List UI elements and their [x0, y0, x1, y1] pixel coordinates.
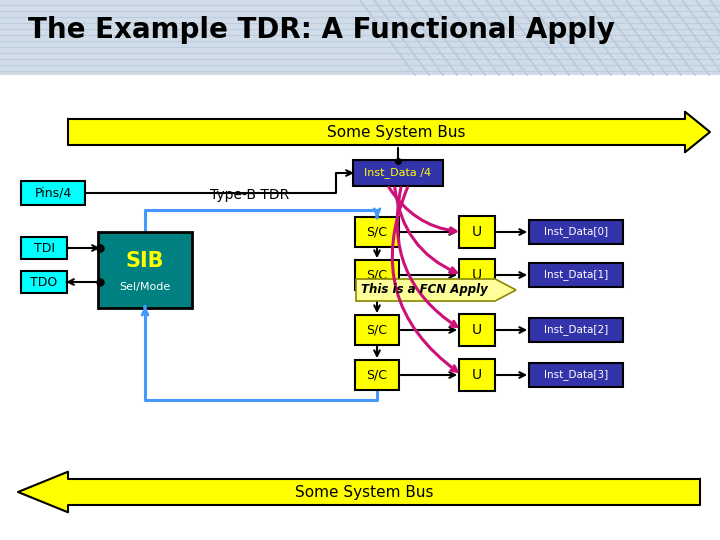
FancyBboxPatch shape — [0, 0, 720, 75]
Text: S/C: S/C — [366, 226, 387, 239]
FancyBboxPatch shape — [21, 237, 67, 259]
Text: U: U — [472, 368, 482, 382]
FancyBboxPatch shape — [21, 181, 85, 205]
Text: Some System Bus: Some System Bus — [294, 484, 433, 500]
FancyBboxPatch shape — [355, 315, 399, 345]
Polygon shape — [356, 279, 516, 301]
Text: S/C: S/C — [366, 268, 387, 281]
FancyBboxPatch shape — [529, 363, 623, 387]
FancyBboxPatch shape — [529, 318, 623, 342]
Text: Inst_Data[3]: Inst_Data[3] — [544, 369, 608, 381]
Polygon shape — [68, 112, 710, 152]
Text: U: U — [472, 268, 482, 282]
Text: Some System Bus: Some System Bus — [328, 125, 466, 139]
Text: TDO: TDO — [30, 275, 58, 288]
Text: Inst_Data[1]: Inst_Data[1] — [544, 269, 608, 280]
Text: S/C: S/C — [366, 323, 387, 336]
Text: S/C: S/C — [366, 368, 387, 381]
FancyBboxPatch shape — [459, 259, 495, 291]
FancyBboxPatch shape — [459, 216, 495, 248]
FancyBboxPatch shape — [529, 220, 623, 244]
Text: Sel/Mode: Sel/Mode — [120, 281, 171, 292]
FancyBboxPatch shape — [355, 360, 399, 390]
Text: This is a FCN Apply: This is a FCN Apply — [361, 284, 488, 296]
Text: Inst_Data[0]: Inst_Data[0] — [544, 227, 608, 238]
FancyBboxPatch shape — [459, 359, 495, 391]
FancyBboxPatch shape — [98, 232, 192, 308]
Text: U: U — [472, 225, 482, 239]
FancyBboxPatch shape — [355, 260, 399, 290]
FancyBboxPatch shape — [21, 271, 67, 293]
Text: Inst_Data /4: Inst_Data /4 — [364, 167, 431, 178]
Text: The Example TDR: A Functional Apply: The Example TDR: A Functional Apply — [28, 16, 615, 44]
Text: Inst_Data[2]: Inst_Data[2] — [544, 325, 608, 335]
Text: TDI: TDI — [34, 241, 55, 254]
Text: Pins/4: Pins/4 — [35, 186, 71, 199]
FancyBboxPatch shape — [353, 160, 443, 186]
FancyBboxPatch shape — [529, 263, 623, 287]
Polygon shape — [18, 472, 700, 512]
Text: U: U — [472, 323, 482, 337]
FancyBboxPatch shape — [355, 217, 399, 247]
Text: Type-B TDR: Type-B TDR — [210, 188, 289, 202]
FancyBboxPatch shape — [459, 314, 495, 346]
Text: SIB: SIB — [126, 251, 164, 271]
